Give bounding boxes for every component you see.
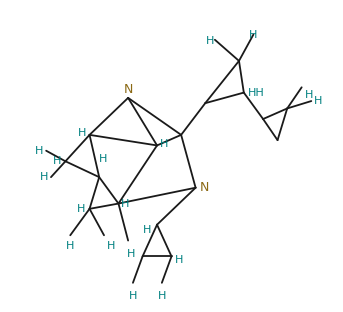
Text: H: H: [143, 225, 151, 235]
Text: H: H: [305, 90, 313, 100]
Text: H: H: [174, 255, 183, 265]
Text: H: H: [129, 291, 137, 301]
Text: H: H: [78, 128, 87, 138]
Text: HH: HH: [248, 88, 264, 98]
Text: H: H: [249, 30, 258, 40]
Text: H: H: [206, 36, 214, 46]
Text: H: H: [53, 156, 62, 166]
Text: H: H: [314, 96, 322, 106]
Text: H: H: [40, 172, 48, 182]
Text: N: N: [123, 83, 133, 96]
Text: H: H: [127, 249, 135, 259]
Text: H: H: [35, 146, 43, 156]
Text: H: H: [158, 291, 166, 301]
Text: H: H: [107, 241, 115, 251]
Text: H: H: [99, 154, 108, 164]
Text: H: H: [77, 204, 86, 214]
Text: H: H: [66, 241, 74, 251]
Text: N: N: [200, 181, 209, 194]
Text: H: H: [160, 139, 168, 149]
Text: H: H: [121, 198, 130, 208]
